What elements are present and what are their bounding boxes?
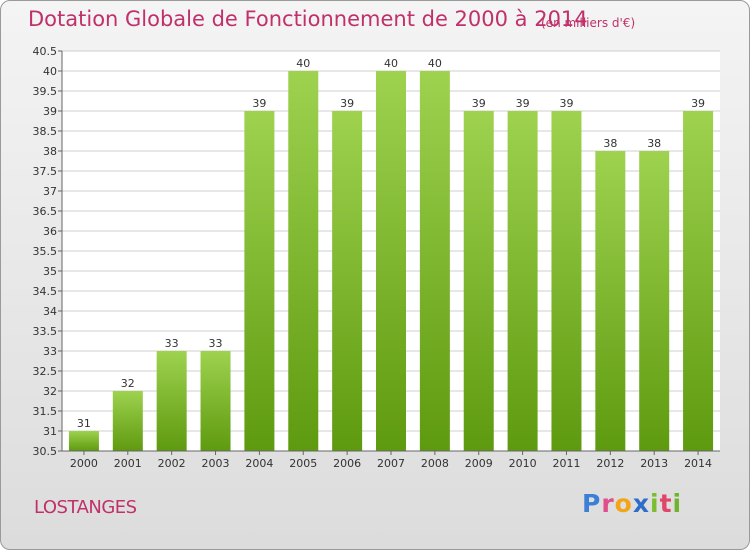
y-tick-label: 34.5	[33, 285, 58, 298]
bar-2009	[463, 111, 494, 451]
x-tick-label: 2006	[333, 457, 361, 470]
y-tick-label: 39	[43, 105, 57, 118]
bar-2008	[419, 71, 450, 451]
x-tick-label: 2009	[465, 457, 493, 470]
x-tick-label: 2011	[552, 457, 580, 470]
bar-value-label: 38	[603, 137, 617, 150]
bar-value-label: 38	[647, 137, 661, 150]
bar-2013	[639, 151, 670, 451]
y-tick-label: 35.5	[33, 245, 58, 258]
bar-2000	[68, 431, 99, 451]
bar-2007	[376, 71, 406, 451]
bar-value-label: 40	[296, 57, 310, 70]
bar-2011	[551, 111, 582, 451]
y-tick-label: 40.5	[33, 45, 58, 58]
y-tick-label: 32.5	[33, 365, 58, 378]
y-tick-label: 38.5	[33, 125, 58, 138]
y-tick-label: 31	[43, 425, 57, 438]
chart-subtitle: (en milliers d'€)	[541, 16, 636, 30]
bar-value-label: 40	[384, 57, 398, 70]
logo-letter: i	[650, 489, 660, 518]
x-tick-label: 2010	[509, 457, 537, 470]
place-name: LOSTANGES	[34, 497, 137, 518]
chart-title: Dotation Globale de Fonctionnement de 20…	[28, 7, 588, 31]
bar-2004	[244, 111, 275, 451]
bar-value-label: 40	[428, 57, 442, 70]
y-tick-label: 37.5	[33, 165, 58, 178]
y-tick-label: 30.5	[33, 445, 58, 458]
bar-value-label: 33	[165, 337, 179, 350]
proxiti-logo: Proxiti	[582, 489, 682, 518]
y-tick-label: 36	[43, 225, 57, 238]
x-tick-label: 2014	[684, 457, 712, 470]
bar-2014	[683, 111, 714, 451]
x-tick-label: 2012	[596, 457, 624, 470]
x-tick-label: 2000	[70, 457, 98, 470]
bar-2001	[112, 391, 143, 451]
x-tick-label: 2005	[289, 457, 317, 470]
x-tick-label: 2013	[640, 457, 668, 470]
y-tick-label: 38	[43, 145, 57, 158]
y-tick-label: 33.5	[33, 325, 58, 338]
bar-value-label: 39	[691, 97, 705, 110]
y-tick-label: 32	[43, 385, 57, 398]
y-tick-label: 37	[43, 185, 57, 198]
bar-2010	[507, 111, 538, 451]
bar-value-label: 39	[340, 97, 354, 110]
bar-2006	[332, 111, 363, 451]
bar-value-label: 33	[209, 337, 223, 350]
y-tick-label: 39.5	[33, 85, 58, 98]
logo-letter: x	[632, 489, 650, 518]
y-tick-label: 31.5	[33, 405, 58, 418]
logo-letter: P	[582, 489, 602, 518]
bar-value-label: 39	[252, 97, 266, 110]
x-tick-label: 2004	[245, 457, 273, 470]
x-tick-label: 2008	[421, 457, 449, 470]
y-tick-label: 33	[43, 345, 57, 358]
x-tick-label: 2001	[114, 457, 142, 470]
bar-2002	[156, 351, 187, 451]
logo-letter: i	[672, 489, 683, 518]
bar-2005	[288, 71, 319, 451]
logo-letter: t	[659, 489, 673, 518]
y-tick-label: 34	[43, 305, 57, 318]
y-tick-label: 35	[43, 265, 57, 278]
x-tick-label: 2002	[158, 457, 186, 470]
bar-value-label: 39	[559, 97, 573, 110]
x-tick-label: 2003	[202, 457, 230, 470]
bar-2012	[595, 151, 626, 451]
logo-letter: r	[601, 489, 615, 518]
x-tick-label: 2007	[377, 457, 405, 470]
bar-value-label: 39	[472, 97, 486, 110]
bar-2003	[200, 351, 231, 451]
bar-value-label: 31	[77, 417, 91, 430]
y-tick-label: 36.5	[33, 205, 58, 218]
logo-letter: o	[614, 489, 633, 518]
bar-value-label: 39	[516, 97, 530, 110]
bar-value-label: 32	[121, 377, 135, 390]
y-tick-label: 40	[43, 65, 57, 78]
